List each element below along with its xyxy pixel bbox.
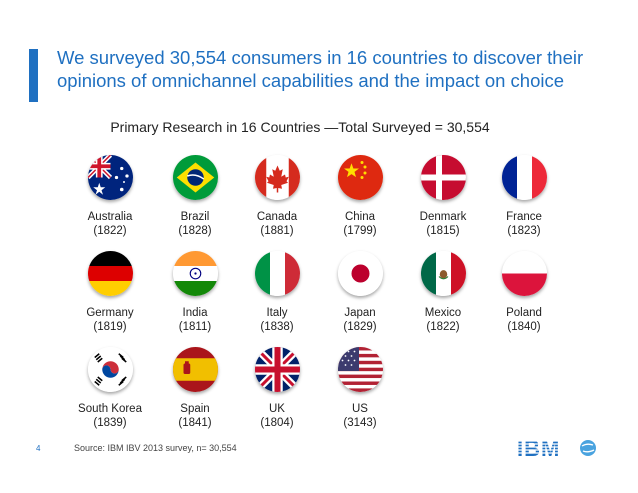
country-count: (1811): [178, 321, 212, 333]
country-count: (1881): [260, 225, 294, 237]
country-name: Spain: [180, 403, 210, 415]
country-japan: Japan (1829): [315, 251, 405, 334]
country-name: Poland: [506, 307, 542, 319]
country-count: (1829): [343, 321, 377, 333]
india-flag-icon: [172, 251, 218, 296]
country-spain: Spain (1841): [150, 347, 240, 430]
country-name: France: [506, 211, 542, 223]
uk-flag-icon: [254, 347, 300, 392]
country-germany: Germany (1819): [65, 251, 155, 334]
canada-flag-icon: [254, 155, 300, 200]
country-name: Germany: [86, 307, 134, 319]
country-poland: Poland (1840): [479, 251, 569, 334]
country-india: India (1811): [150, 251, 240, 334]
country-name: India: [182, 307, 208, 319]
australia-flag-icon: [87, 155, 133, 200]
italy-flag-icon: [254, 251, 300, 296]
slide-headline: We surveyed 30,554 consumers in 16 count…: [57, 47, 584, 91]
country-name: Japan: [344, 307, 376, 319]
country-count: (1819): [93, 321, 127, 333]
country-count: (1839): [93, 417, 127, 429]
country-denmark: Denmark (1815): [398, 155, 488, 238]
country-us: US (3143): [315, 347, 405, 430]
country-count: (1841): [178, 417, 212, 429]
country-mexico: Mexico (1822): [398, 251, 488, 334]
country-name: Mexico: [424, 307, 462, 319]
poland-flag-icon: [501, 251, 547, 296]
us-flag-icon: [337, 347, 383, 392]
country-brazil: Brazil (1828): [150, 155, 240, 238]
accent-bar: [29, 49, 38, 102]
country-count: (1822): [426, 321, 460, 333]
south-korea-flag-icon: [87, 347, 133, 392]
denmark-flag-icon: [420, 155, 466, 200]
ibm-logo-text: IBM: [517, 436, 560, 461]
country-australia: Australia (1822): [65, 155, 155, 238]
page-number: 4: [36, 444, 41, 453]
country-count: (1838): [260, 321, 294, 333]
country-count: (1822): [93, 225, 127, 237]
country-count: (1799): [343, 225, 377, 237]
source-note: Source: IBM IBV 2013 survey, n= 30,554: [74, 443, 237, 453]
country-count: (1828): [178, 225, 212, 237]
country-count: (3143): [343, 417, 377, 429]
china-flag-icon: [337, 155, 383, 200]
country-name: Denmark: [419, 211, 467, 223]
country-count: (1840): [507, 321, 541, 333]
country-count: (1804): [260, 417, 294, 429]
country-name: Canada: [256, 211, 298, 223]
country-china: China (1799): [315, 155, 405, 238]
france-flag-icon: [501, 155, 547, 200]
slide-subtitle: Primary Research in 16 Countries —Total …: [110, 119, 490, 135]
country-canada: Canada (1881): [232, 155, 322, 238]
country-france: France (1823): [479, 155, 569, 238]
country-south-korea: South Korea (1839): [65, 347, 155, 430]
spain-flag-icon: [172, 347, 218, 392]
germany-flag-icon: [87, 251, 133, 296]
country-count: (1823): [507, 225, 541, 237]
country-count: (1815): [426, 225, 460, 237]
country-uk: UK (1804): [232, 347, 322, 430]
country-name: China: [344, 211, 376, 223]
japan-flag-icon: [337, 251, 383, 296]
ibm-logo: IBM: [517, 436, 596, 461]
country-name: South Korea: [78, 403, 142, 415]
country-name: UK: [269, 403, 285, 415]
country-name: US: [352, 403, 368, 415]
country-italy: Italy (1838): [232, 251, 322, 334]
country-name: Australia: [87, 211, 133, 223]
country-name: Italy: [266, 307, 288, 319]
brazil-flag-icon: [172, 155, 218, 200]
mexico-flag-icon: [420, 251, 466, 296]
country-name: Brazil: [180, 211, 210, 223]
